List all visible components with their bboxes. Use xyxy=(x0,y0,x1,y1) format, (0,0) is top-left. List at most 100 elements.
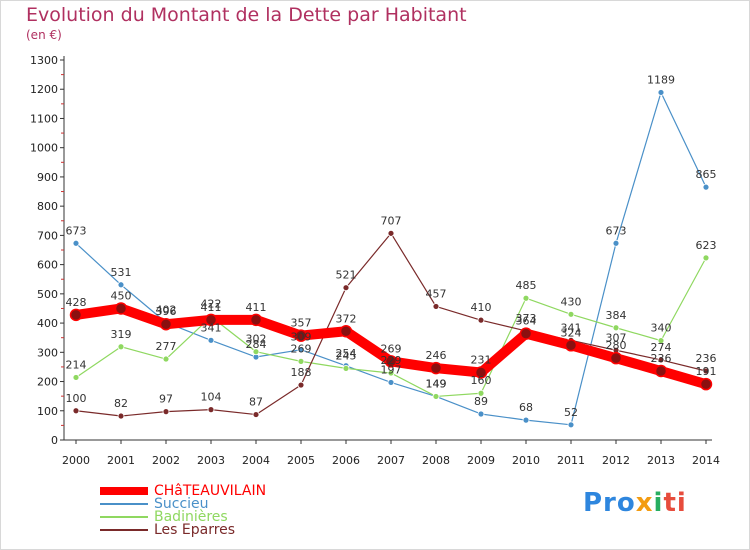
data-point xyxy=(207,336,215,344)
data-label: 319 xyxy=(111,328,132,341)
y-unit-label: (en €) xyxy=(26,28,62,42)
x-tick-label: 2008 xyxy=(422,454,450,467)
legend-swatch xyxy=(100,487,148,495)
data-label: 411 xyxy=(246,301,267,314)
data-point xyxy=(702,367,710,375)
data-label: 236 xyxy=(696,352,717,365)
proxiti-logo: Proxiti xyxy=(583,488,687,518)
data-label: 246 xyxy=(426,349,447,362)
data-label: 269 xyxy=(381,342,402,355)
y-tick-label: 100 xyxy=(37,405,58,418)
x-tick-label: 2014 xyxy=(692,454,720,467)
data-label: 531 xyxy=(111,266,132,279)
data-label: 457 xyxy=(426,287,447,300)
y-tick-label: 400 xyxy=(37,317,58,330)
y-tick-label: 1000 xyxy=(30,142,58,155)
data-point xyxy=(204,313,218,327)
legend-swatch xyxy=(100,529,148,531)
legend-swatch xyxy=(100,503,148,505)
legend-label: Badinières xyxy=(154,509,228,525)
legend-label: Succieu xyxy=(154,496,209,512)
logo-part: x xyxy=(635,488,654,518)
data-label: 277 xyxy=(156,340,177,353)
x-tick-label: 2007 xyxy=(377,454,405,467)
data-point xyxy=(72,407,80,415)
y-tick-label: 900 xyxy=(37,171,58,184)
data-point xyxy=(72,374,80,381)
x-tick-label: 2011 xyxy=(557,454,585,467)
y-tick-label: 1100 xyxy=(30,112,58,125)
chart-title: Evolution du Montant de la Dette par Hab… xyxy=(26,4,467,26)
y-tick-label: 700 xyxy=(37,229,58,242)
data-label: 149 xyxy=(426,377,447,390)
data-point xyxy=(162,355,170,363)
data-point xyxy=(519,327,533,340)
y-tick-label: 300 xyxy=(37,346,58,359)
data-label: 341 xyxy=(561,321,582,334)
data-point xyxy=(117,343,125,351)
data-point xyxy=(297,346,305,354)
data-point xyxy=(252,348,260,356)
data-label: 402 xyxy=(156,303,177,316)
x-tick-label: 2003 xyxy=(197,454,225,467)
data-label: 89 xyxy=(474,395,488,408)
data-point xyxy=(342,284,350,292)
data-label: 1189 xyxy=(647,73,675,86)
data-label: 410 xyxy=(471,301,492,314)
data-point xyxy=(699,377,713,391)
data-point xyxy=(702,183,710,191)
data-label: 865 xyxy=(696,168,717,181)
x-tick-label: 2004 xyxy=(242,454,270,467)
data-point xyxy=(69,308,83,322)
data-label: 372 xyxy=(336,312,357,325)
data-point xyxy=(117,281,125,289)
data-point xyxy=(657,89,665,96)
data-label: 428 xyxy=(66,296,87,309)
data-point xyxy=(567,310,575,318)
data-point xyxy=(339,325,353,338)
data-label: 309 xyxy=(291,331,312,344)
data-point xyxy=(657,356,665,364)
data-point xyxy=(342,364,350,372)
data-label: 521 xyxy=(336,269,357,282)
data-point xyxy=(429,361,443,375)
data-label: 229 xyxy=(381,354,402,367)
data-label: 673 xyxy=(66,224,87,237)
data-label: 364 xyxy=(516,315,537,328)
data-label: 236 xyxy=(651,352,672,365)
data-label: 149 xyxy=(426,377,447,390)
data-label: 188 xyxy=(291,366,312,379)
data-label: 87 xyxy=(249,396,263,409)
data-point xyxy=(384,355,398,368)
y-tick-label: 800 xyxy=(37,200,58,213)
x-tick-label: 2002 xyxy=(152,454,180,467)
data-point xyxy=(207,406,215,414)
data-label: 191 xyxy=(696,365,717,378)
y-tick-label: 200 xyxy=(37,376,58,389)
data-point xyxy=(432,393,440,400)
x-tick-label: 2010 xyxy=(512,454,540,467)
legend-label: Les Eparres xyxy=(154,522,236,538)
data-point xyxy=(522,294,530,302)
x-tick-label: 2000 xyxy=(62,454,90,467)
data-point xyxy=(477,410,485,418)
data-point xyxy=(387,379,395,386)
data-point xyxy=(477,316,485,324)
x-tick-label: 2009 xyxy=(467,454,495,467)
data-point xyxy=(432,303,440,310)
data-point xyxy=(612,239,620,247)
data-point xyxy=(249,313,263,327)
data-label: 160 xyxy=(471,374,492,387)
data-label: 97 xyxy=(159,393,173,406)
data-point xyxy=(294,329,308,342)
data-label: 450 xyxy=(111,289,132,302)
data-point xyxy=(564,339,578,352)
data-label: 245 xyxy=(336,349,357,362)
data-label: 280 xyxy=(606,339,627,352)
data-label: 430 xyxy=(561,295,582,308)
data-point xyxy=(387,229,395,237)
data-label: 324 xyxy=(561,326,582,339)
logo-part: Pro xyxy=(583,488,636,518)
data-point xyxy=(117,412,125,420)
y-tick-label: 500 xyxy=(37,288,58,301)
